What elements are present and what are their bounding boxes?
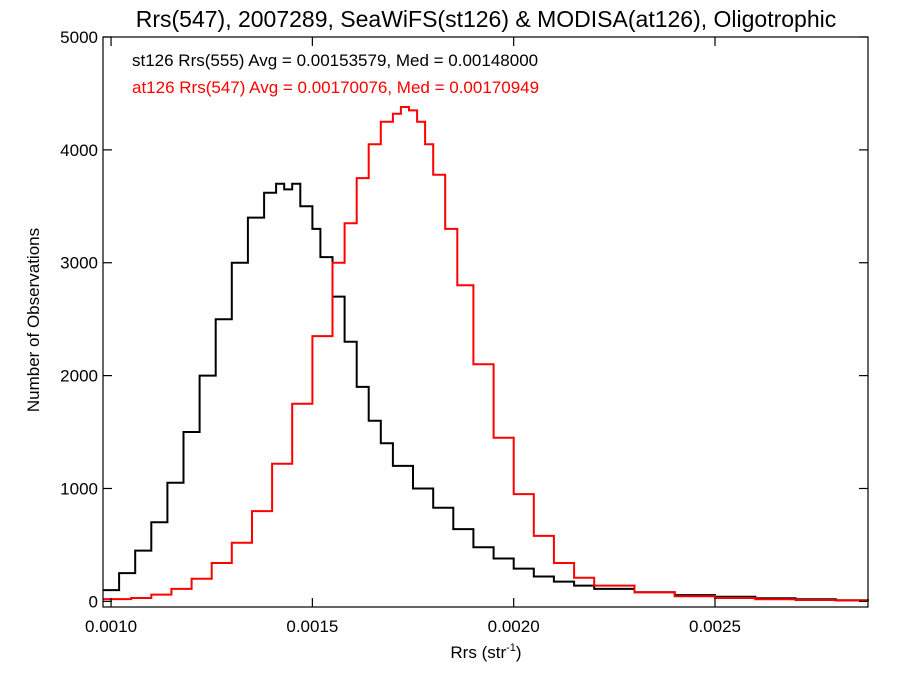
x-tick-label: 0.0010	[85, 617, 137, 636]
x-axis-label-close: )	[516, 643, 522, 662]
y-tick-label: 1000	[60, 479, 98, 498]
series-line-0	[103, 184, 868, 601]
series-layer	[103, 107, 868, 601]
y-axis-label: Number of Observations	[24, 228, 43, 412]
y-tick-label: 5000	[60, 28, 98, 47]
legend-entry-st126: st126 Rrs(555) Avg = 0.00153579, Med = 0…	[132, 51, 538, 70]
x-axis-label: Rrs (str-1)	[450, 642, 521, 662]
y-tick-label: 0	[89, 592, 98, 611]
y-tick-label: 2000	[60, 367, 98, 386]
y-tick-label: 3000	[60, 254, 98, 273]
histogram-chart: Rrs(547), 2007289, SeaWiFS(st126) & MODI…	[0, 0, 900, 675]
plot-frame	[103, 37, 868, 607]
x-tick-label: 0.0015	[286, 617, 338, 636]
series-line-1	[103, 107, 868, 601]
x-axis-label-superscript: -1	[506, 642, 516, 654]
tick-layer: 0.0010 0.0015 0.0020 0.0025 0 1000 2000 3000 400…	[60, 28, 868, 636]
x-tick-label: 0.0025	[689, 617, 741, 636]
x-axis-label-main: Rrs (str	[450, 643, 506, 662]
x-tick-label: 0.0020	[488, 617, 540, 636]
chart-title: Rrs(547), 2007289, SeaWiFS(st126) & MODI…	[136, 6, 837, 32]
legend-entry-at126: at126 Rrs(547) Avg = 0.00170076, Med = 0…	[132, 78, 539, 97]
y-tick-label: 4000	[60, 141, 98, 160]
